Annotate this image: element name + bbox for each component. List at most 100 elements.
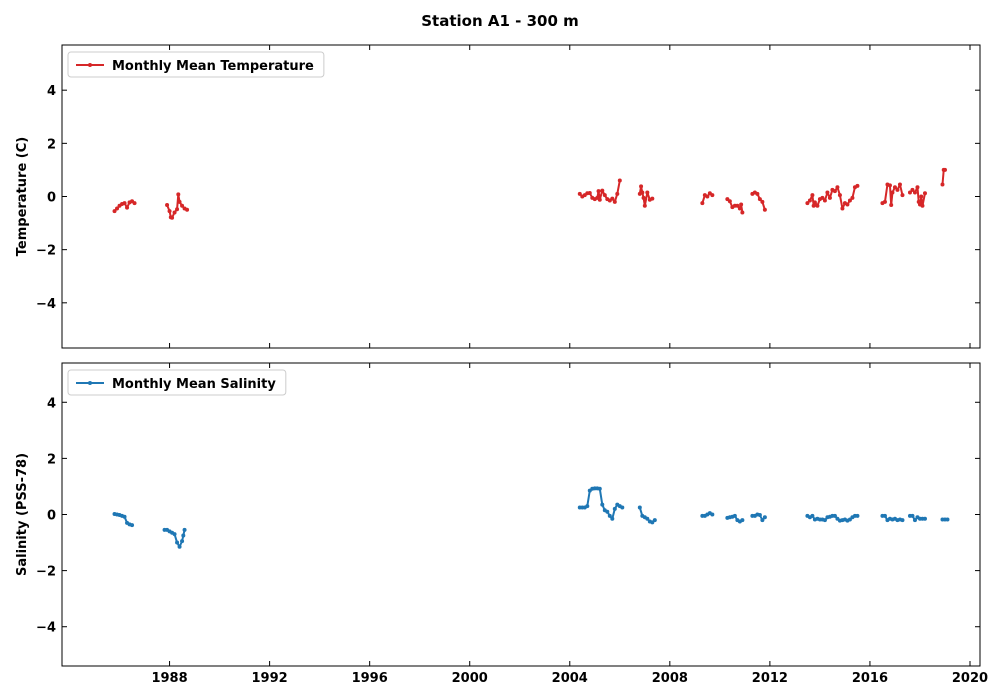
salinity-data-point: [600, 502, 605, 507]
temperature-data-point: [641, 195, 646, 200]
temperature-legend-marker: [88, 63, 92, 67]
salinity-data-point: [922, 516, 927, 521]
temperature-data-point: [600, 188, 605, 193]
temperature-data-point: [835, 185, 840, 190]
temperature-data-point: [820, 195, 825, 200]
temperature-data-point: [172, 210, 177, 215]
temperature-panel: −4 −2 0 2 4 Temperature (C) Monthly Mean Tempe…: [15, 44, 981, 349]
salinity-xtick-label: 2000: [452, 671, 488, 686]
temperature-data-point: [740, 210, 745, 215]
temperature-data-point: [892, 185, 897, 190]
temperature-data-point: [125, 205, 130, 210]
salinity-data-point: [175, 540, 180, 545]
salinity-data-point: [605, 509, 610, 514]
temperature-data-point: [642, 203, 647, 208]
salinity-legend: Monthly Mean Salinity: [67, 369, 287, 396]
salinity-data-point: [822, 518, 827, 523]
temperature-data-point: [612, 199, 617, 204]
salinity-legend-label: Monthly Mean Salinity: [112, 377, 276, 392]
temperature-data-point: [825, 190, 830, 195]
temperature-data-point: [840, 206, 845, 211]
temperature-data-point: [922, 191, 927, 196]
salinity-data-point: [620, 505, 625, 510]
temperature-series-line: [166, 193, 188, 219]
temperature-data-point: [176, 192, 181, 197]
salinity-data-point: [810, 513, 815, 518]
temperature-data-point: [615, 191, 620, 196]
temperature-data-point: [185, 207, 190, 212]
temperature-data-point: [755, 191, 760, 196]
temperature-data-point: [915, 185, 920, 190]
temperature-data-point: [180, 203, 185, 208]
temperature-data-point: [822, 198, 827, 203]
temperature-data-point: [942, 167, 947, 172]
temperature-data-point: [610, 196, 615, 201]
temperature-ytick-label: −2: [36, 244, 56, 259]
salinity-axes-frame: [61, 362, 981, 667]
temperature-legend-label: Monthly Mean Temperature: [112, 59, 314, 74]
temperature-data-point: [889, 203, 894, 208]
salinity-data-point: [597, 486, 602, 491]
temperature-data-point: [920, 203, 925, 208]
temperature-data-point: [602, 193, 607, 198]
temperature-ytick-label: 4: [47, 84, 56, 99]
salinity-data-point: [182, 527, 187, 532]
temperature-data-point: [177, 199, 182, 204]
temperature-data-point: [882, 199, 887, 204]
salinity-data-point: [760, 518, 765, 523]
temperature-data-point: [900, 193, 905, 198]
temperature-data-point: [895, 187, 900, 192]
salinity-xtick-label: 1996: [352, 671, 388, 686]
salinity-data-point: [637, 505, 642, 510]
salinity-data-point: [645, 516, 650, 521]
salinity-data-point: [710, 512, 715, 517]
salinity-data-point: [612, 506, 617, 511]
temperature-data-point: [890, 190, 895, 195]
temperature-data-point: [850, 195, 855, 200]
salinity-data-point: [757, 513, 762, 518]
temperature-data-point: [170, 215, 175, 220]
salinity-data-point: [910, 513, 915, 518]
temperature-legend: Monthly Mean Temperature: [67, 51, 325, 78]
salinity-data-point: [732, 513, 737, 518]
salinity-xtick-label: 1988: [151, 671, 187, 686]
temperature-data-point: [577, 191, 582, 196]
salinity-xtick-label: 2004: [552, 671, 588, 686]
salinity-data-point: [945, 517, 950, 522]
temperature-data-point: [596, 189, 601, 194]
temperature-data-point: [645, 190, 650, 195]
temperature-data-point: [897, 182, 902, 187]
temperature-data-point: [837, 193, 842, 198]
temperature-data-point: [810, 193, 815, 198]
salinity-xtick-label: 2016: [852, 671, 888, 686]
temperature-legend-frame: [67, 51, 325, 78]
temperature-data-point: [845, 202, 850, 207]
temperature-data-point: [910, 187, 915, 192]
temperature-data-point: [855, 183, 860, 188]
salinity-legend-marker: [88, 381, 92, 385]
temperature-data-point: [165, 203, 170, 208]
salinity-data-point: [172, 532, 177, 537]
temperature-data-point: [907, 190, 912, 195]
salinity-xtick-label: 2008: [652, 671, 688, 686]
salinity-data-point: [180, 539, 185, 544]
salinity-data-point: [855, 513, 860, 518]
temperature-ylabel: Temperature (C): [15, 137, 30, 256]
salinity-data-point: [762, 515, 767, 520]
temperature-data-point: [762, 207, 767, 212]
temperature-data-point: [811, 203, 816, 208]
salinity-ytick-label: 0: [47, 509, 56, 524]
temperature-data-point: [815, 203, 820, 208]
temperature-data-point: [650, 196, 655, 201]
temperature-data-point: [617, 178, 622, 183]
temperature-series-line: [638, 185, 653, 207]
temperature-data-point: [737, 206, 742, 211]
figure-title: Station A1 - 300 m: [421, 12, 579, 30]
temperature-data-point: [919, 194, 924, 199]
temperature-data-point: [727, 199, 732, 204]
temperature-data-point: [757, 197, 762, 202]
temperature-data-point: [132, 201, 137, 206]
temperature-series-line: [941, 168, 945, 185]
temperature-data-point: [122, 201, 127, 206]
